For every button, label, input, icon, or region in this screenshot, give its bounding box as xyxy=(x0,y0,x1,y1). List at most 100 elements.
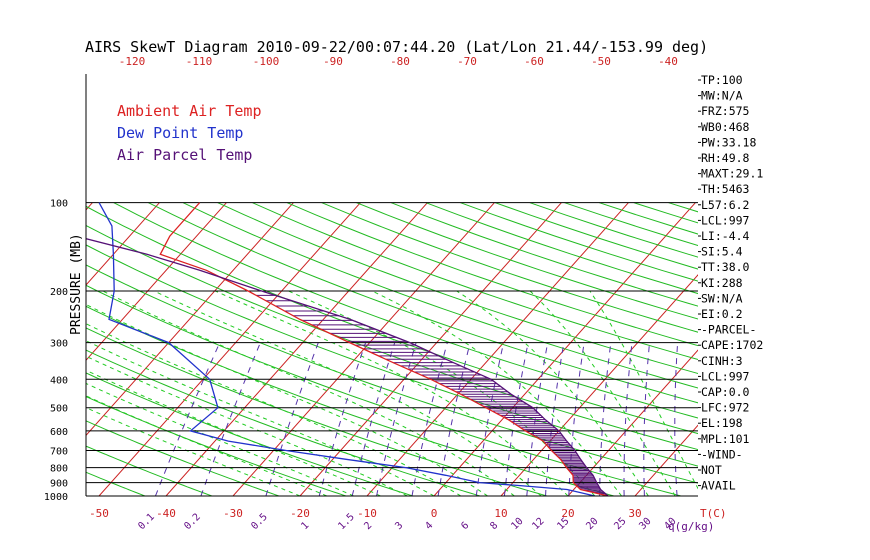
dry-adiabat-line xyxy=(86,264,698,484)
mixing-ratio-tick-label: 4 xyxy=(423,520,435,532)
pressure-tick-label: 100 xyxy=(50,199,68,210)
dry-adiabat-line xyxy=(321,202,698,333)
top-temp-tick-label: -90 xyxy=(323,55,343,68)
dry-adiabat-line xyxy=(86,224,698,451)
index-entry: TT:38.0 xyxy=(701,260,750,274)
moist-adiabat-line xyxy=(153,290,542,496)
mixing-ratio-tick-label: 1.5 xyxy=(336,512,357,533)
mixing-ratio-line xyxy=(568,342,585,496)
dry-adiabat-line xyxy=(86,327,549,496)
mixing-ratio-tick-label: 6 xyxy=(459,520,471,532)
isotherm-line xyxy=(366,202,629,496)
index-entry: CAPE:1702 xyxy=(701,338,763,352)
mixing-ratio-tick-label: 3 xyxy=(393,520,405,532)
mixing-ratio-tick-label: 25 xyxy=(612,516,628,532)
mixing-ratio-line xyxy=(411,342,448,496)
mixing-ratio-tick-label: 0.2 xyxy=(182,512,203,533)
dry-adiabat-line xyxy=(217,202,698,375)
top-temp-tick-label: -100 xyxy=(253,55,280,68)
mixing-ratio-tick-label: 10 xyxy=(509,516,525,532)
legend-entry: Dew Point Temp xyxy=(117,124,243,142)
index-entry: SI:5.4 xyxy=(701,245,743,259)
dry-adiabat-line xyxy=(86,445,214,496)
profile-lines xyxy=(86,202,609,496)
moist-adiabat-line xyxy=(529,290,676,496)
moist-adiabat-line xyxy=(86,323,462,496)
mixing-ratio-tick-label: 8 xyxy=(488,520,500,532)
dry-adiabat-line xyxy=(773,203,870,503)
pressure-tick-label: 900 xyxy=(50,479,68,490)
dry-adiabat-line xyxy=(738,203,870,503)
isotherm-line xyxy=(769,203,870,496)
pressure-tick-label: 500 xyxy=(50,404,68,415)
dry-adiabat-line xyxy=(86,305,616,496)
mixing-ratio-line xyxy=(599,342,612,496)
bottom-temp-tick-label: -40 xyxy=(156,507,176,520)
pressure-tick-label: 300 xyxy=(50,339,68,350)
moist-adiabat-line xyxy=(456,290,649,496)
dry-adiabat-line xyxy=(86,349,482,496)
isotherm-line xyxy=(567,349,698,496)
mixing-ratio-line xyxy=(351,342,396,496)
index-entry: MPL:101 xyxy=(701,432,750,446)
pressure-tick-label: 800 xyxy=(50,464,68,475)
dry-adiabat-line xyxy=(86,284,683,496)
dry-adiabat-line xyxy=(86,420,281,496)
mixing-ratio-tick-label: 0.1 xyxy=(136,512,157,533)
dry-adiabat-line xyxy=(356,202,698,320)
top-temp-tick-label: -40 xyxy=(658,55,678,68)
dry-adiabat-line xyxy=(86,471,147,496)
bottom-temp-tick-label: -10 xyxy=(357,507,377,520)
top-temp-tick-label: -120 xyxy=(119,55,146,68)
bottom-temp-tick-label: 20 xyxy=(561,507,574,520)
index-entry: TH:5463 xyxy=(701,182,750,196)
isotherm-line xyxy=(86,202,160,286)
bottom-temp-tick-label: -30 xyxy=(223,507,243,520)
legend-entry: Ambient Air Temp xyxy=(117,102,262,120)
mixing-ratio-unit: q(g/kg) xyxy=(668,520,714,533)
pressure-tick-label: 200 xyxy=(50,287,68,298)
pressure-tick-label: 600 xyxy=(50,427,68,438)
moist-adiabat-line xyxy=(589,290,698,490)
index-entry: LCL:997 xyxy=(701,213,750,227)
isotherm-line xyxy=(86,202,294,437)
bottom-temp-tick-label: 0 xyxy=(431,507,438,520)
dry-adiabat-line xyxy=(86,205,698,435)
top-temp-tick-label: -80 xyxy=(390,55,410,68)
top-temp-tick-label: -50 xyxy=(591,55,611,68)
index-entry: MAXT:29.1 xyxy=(701,167,763,181)
pressure-tick-label: 1000 xyxy=(44,492,68,503)
series-line-ambient-air-temp xyxy=(159,202,609,496)
dry-adiabat-line xyxy=(113,202,698,419)
index-entry: MW:N/A xyxy=(701,89,743,103)
chart-title: AIRS SkewT Diagram 2010-09-22/00:07:44.2… xyxy=(85,38,708,56)
isotherm-line xyxy=(86,202,227,361)
mixing-ratio-tick-label: 20 xyxy=(584,516,600,532)
index-entry: LCL:997 xyxy=(701,369,750,383)
mixing-ratio-line xyxy=(475,342,505,496)
pressure-tick-label: 400 xyxy=(50,375,68,386)
index-entry: WB0:468 xyxy=(701,120,750,134)
mixing-ratio-line xyxy=(376,342,417,496)
top-temp-tick-label: -110 xyxy=(186,55,213,68)
index-entry: LFC:972 xyxy=(701,401,749,415)
index-entry: EL:198 xyxy=(701,416,743,430)
index-entry: RH:49.8 xyxy=(701,151,750,165)
mixing-ratio-line xyxy=(265,342,319,496)
mixing-ratio-line xyxy=(643,342,650,496)
isotherm-line xyxy=(836,203,870,496)
dry-adiabat-line xyxy=(182,202,698,389)
dry-adiabat-line xyxy=(86,372,415,496)
index-entry: FRZ:575 xyxy=(701,104,749,118)
mixing-ratio-line xyxy=(526,342,549,496)
mixing-ratio-line xyxy=(674,342,679,496)
pressure-tick-label: 700 xyxy=(50,447,68,458)
isotherm-line xyxy=(0,203,25,496)
mixing-ratio-tick-label: 1 xyxy=(299,520,311,532)
mixing-ratio-line xyxy=(200,342,261,496)
y-axis-label: PRESSURE (MB) xyxy=(69,233,84,335)
dry-adiabat-line xyxy=(252,202,698,360)
bottom-temp-tick-label: -50 xyxy=(89,507,109,520)
